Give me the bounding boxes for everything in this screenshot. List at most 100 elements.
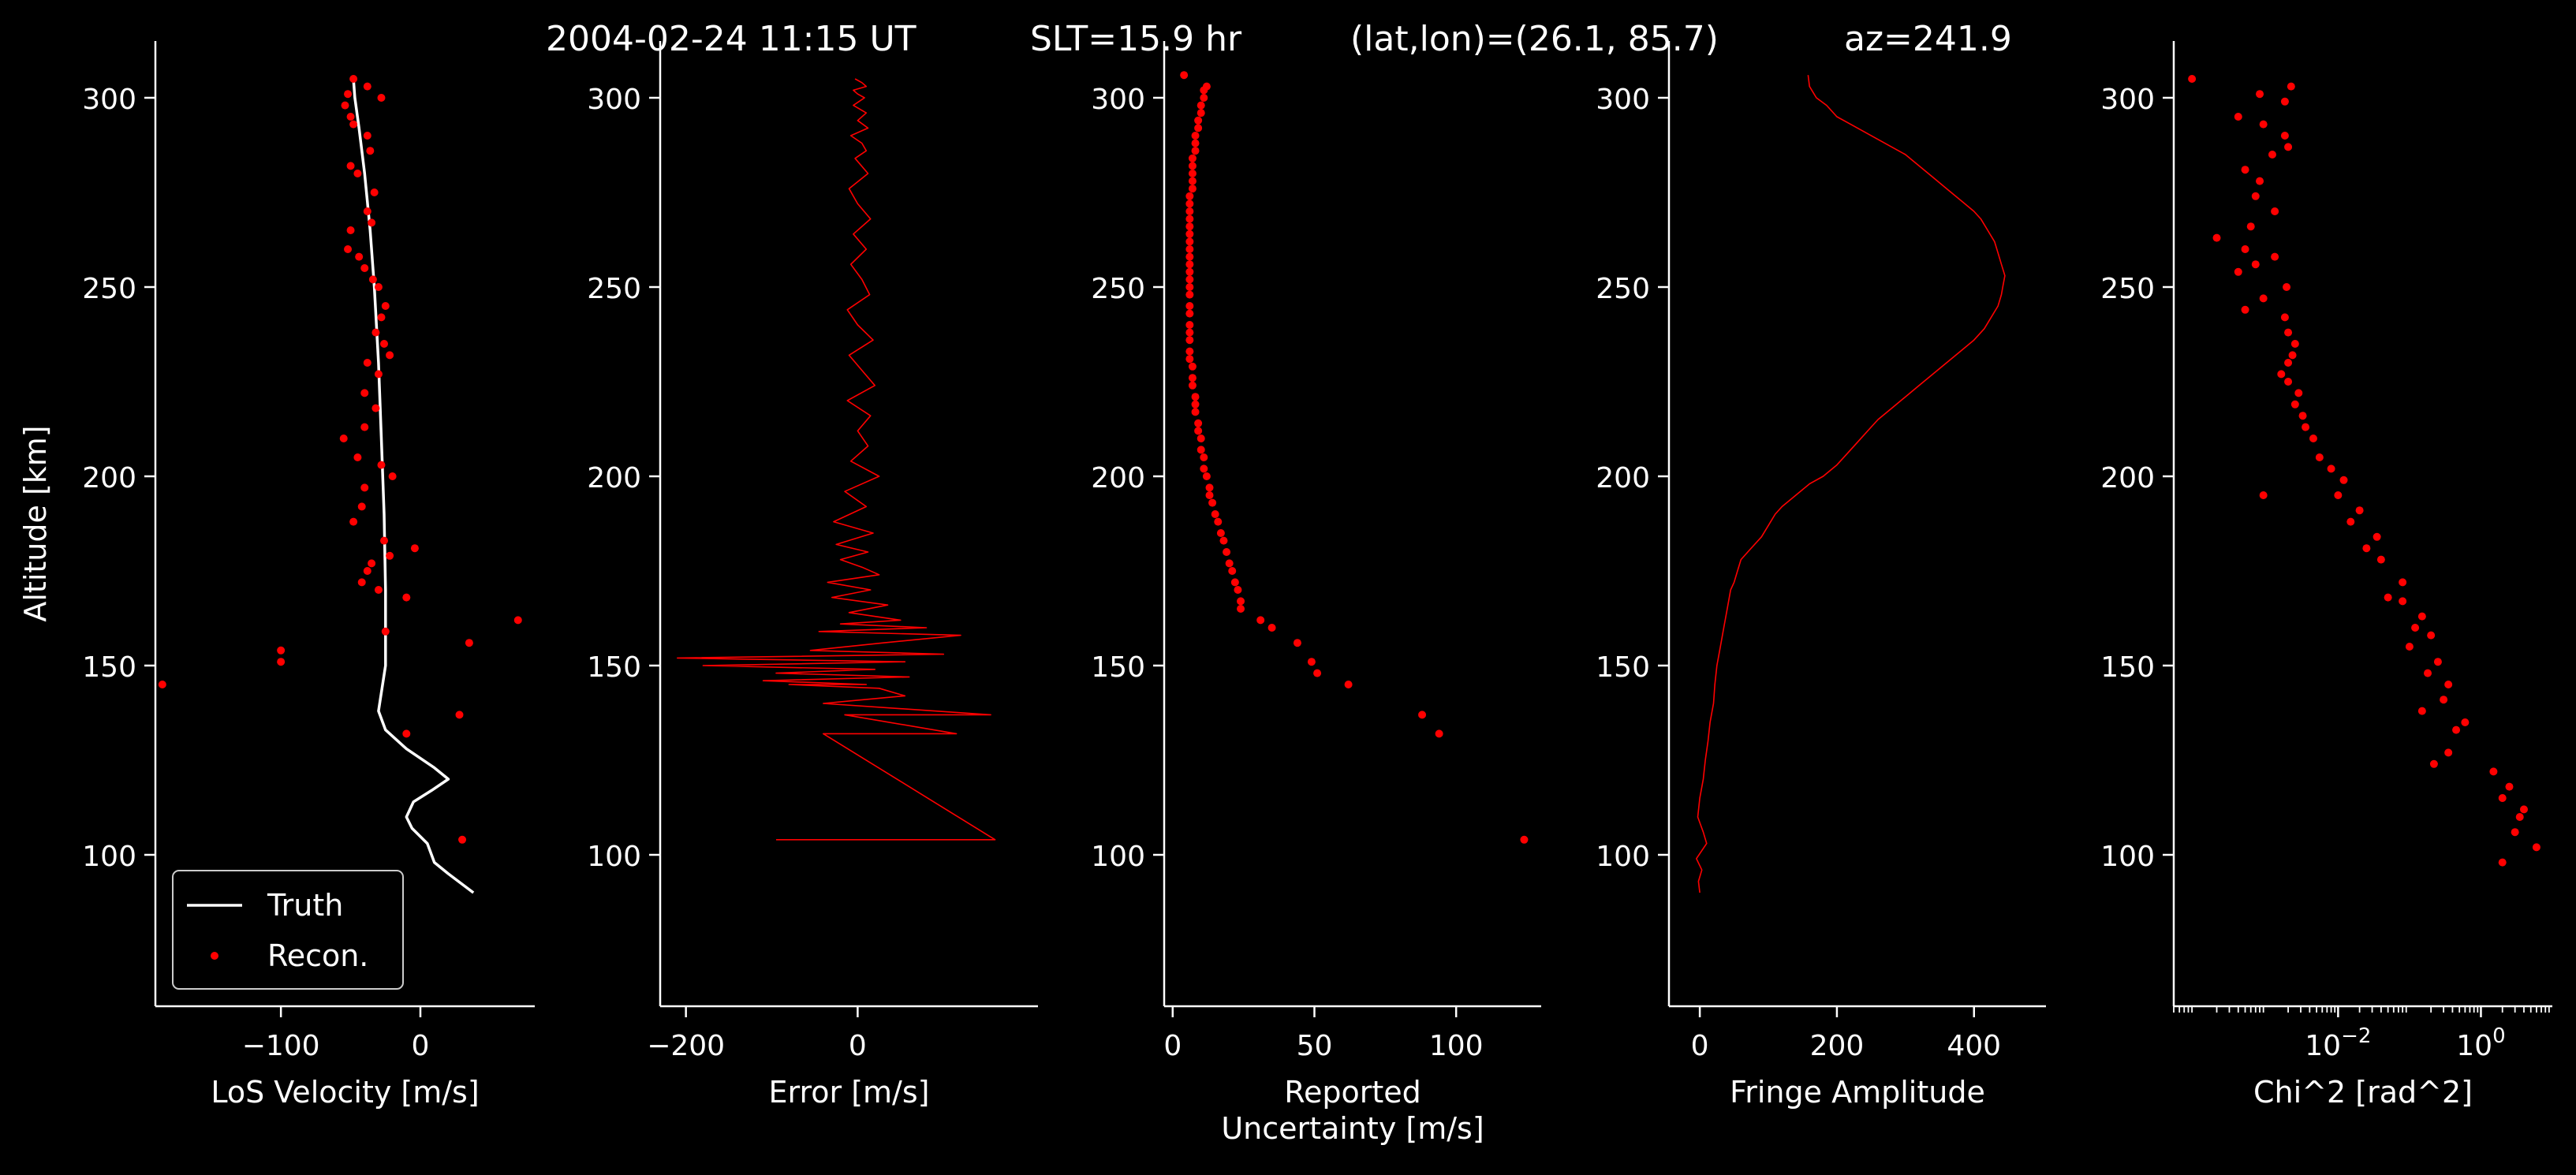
data-point	[1185, 309, 1194, 318]
data-point	[2373, 532, 2381, 541]
data-point	[2268, 151, 2276, 159]
data-point	[1194, 124, 1203, 132]
data-point	[2256, 90, 2264, 99]
data-point	[1185, 237, 1194, 246]
data-point	[2334, 491, 2343, 499]
data-point	[1223, 548, 1231, 556]
y-tick-label: 150	[82, 651, 136, 684]
data-point	[455, 711, 464, 719]
title-latlon: (lat,lon)=(26.1, 85.7)	[1350, 19, 1719, 59]
data-point	[2256, 177, 2264, 185]
data-point	[1202, 82, 1211, 91]
y-tick-label: 100	[587, 841, 641, 873]
data-point	[366, 147, 375, 155]
y-tick-label: 250	[1091, 273, 1145, 305]
data-point	[2241, 245, 2249, 253]
data-point	[1191, 393, 1200, 401]
data-point	[1344, 681, 1353, 688]
data-point	[349, 120, 358, 129]
data-point	[1185, 355, 1194, 364]
data-point	[1219, 536, 1228, 545]
data-point	[1214, 517, 1223, 526]
data-point	[374, 283, 383, 291]
data-point	[360, 389, 369, 397]
x-tick-label: 0	[1691, 1030, 1709, 1062]
data-point	[2315, 453, 2324, 461]
y-tick-label: 300	[2100, 84, 2155, 116]
data-point	[513, 616, 522, 625]
data-point	[2251, 260, 2260, 269]
title-azimuth: az=241.9	[1844, 19, 2012, 59]
data-point	[2259, 491, 2268, 499]
data-point	[1313, 669, 1322, 677]
data-point	[1208, 498, 1217, 507]
data-point	[2309, 435, 2317, 442]
data-point	[368, 218, 376, 227]
data-point	[388, 472, 397, 480]
x-tick-label: 100	[2456, 1024, 2505, 1062]
data-point	[2284, 378, 2293, 386]
data-point	[346, 162, 355, 170]
panel-5: 100 150 200 250 300 10−2 100 Chi^2 [rad^2]	[2100, 41, 2552, 1110]
data-point	[2440, 696, 2448, 704]
y-tick-label: 150	[1596, 651, 1650, 684]
data-point	[1200, 464, 1208, 473]
data-point	[2294, 389, 2303, 397]
x-axis-label: LoS Velocity [m/s]	[211, 1075, 479, 1110]
data-point	[2417, 707, 2426, 715]
series-line-1	[676, 78, 996, 841]
data-point	[363, 132, 371, 140]
data-point	[1180, 71, 1189, 80]
data-point	[2433, 658, 2442, 666]
data-point	[2429, 759, 2438, 768]
figure-title: 2004-02-24 11:15 UT SLT=15.9 hr (lat,lon…	[0, 17, 2576, 65]
legend-swatch-recon	[211, 952, 218, 960]
data-point	[1185, 192, 1194, 200]
data-point	[1185, 347, 1194, 356]
data-point	[363, 82, 371, 91]
data-point	[1185, 252, 1194, 261]
x-tick-label: 10−2	[2305, 1024, 2371, 1062]
data-point	[2280, 313, 2289, 322]
x-axis-label: Chi^2 [rad^2]	[2253, 1075, 2473, 1110]
data-point	[2339, 476, 2348, 484]
data-point	[1200, 453, 1208, 461]
x-tick-label: −100	[242, 1030, 320, 1062]
data-point	[1216, 529, 1225, 537]
data-point	[1194, 419, 1203, 427]
x-tick-label: −200	[647, 1030, 725, 1062]
data-point	[1188, 185, 1197, 193]
data-point	[1191, 400, 1200, 408]
y-tick-label: 150	[1091, 651, 1145, 684]
panel-1: 100 150 200 250 300 −100 0 LoS Velocity [m/s] Al…	[18, 41, 535, 1110]
data-point	[2241, 305, 2249, 314]
data-point	[1194, 116, 1203, 125]
legend-label-recon: Recon.	[267, 938, 368, 973]
data-point	[341, 101, 349, 110]
data-point	[1197, 101, 1205, 110]
data-point	[1185, 267, 1194, 276]
x-tick-label: 0	[412, 1030, 430, 1062]
y-tick-label: 250	[1596, 273, 1650, 305]
data-point	[1185, 283, 1194, 291]
data-point	[1185, 328, 1194, 337]
data-point	[1185, 321, 1194, 329]
data-point	[368, 275, 377, 284]
data-point	[368, 559, 376, 568]
data-point	[2511, 828, 2519, 837]
data-point	[1185, 229, 1194, 238]
data-point	[158, 681, 166, 688]
data-point	[353, 170, 362, 177]
data-point	[2376, 555, 2385, 564]
data-point	[357, 502, 366, 511]
data-point	[1191, 139, 1200, 147]
data-point	[1202, 472, 1211, 480]
y-tick-label: 300	[82, 84, 136, 116]
data-point	[2288, 351, 2297, 360]
data-point	[370, 188, 379, 196]
data-point	[360, 483, 369, 492]
legend: Truth Recon.	[172, 870, 404, 990]
data-point	[1191, 147, 1200, 155]
series-line-1	[1696, 75, 2006, 893]
